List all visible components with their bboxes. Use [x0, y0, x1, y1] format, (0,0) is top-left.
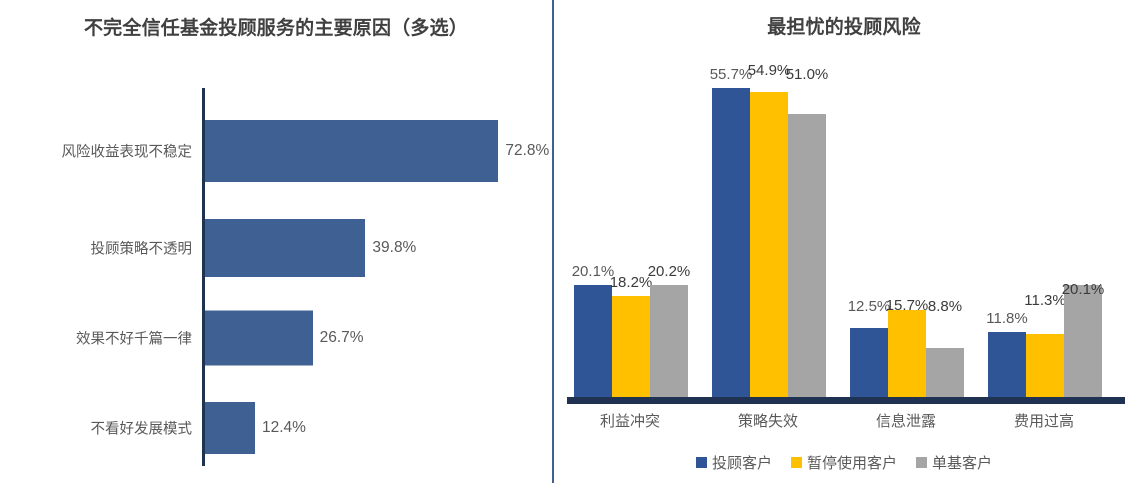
- column-bar: [888, 309, 926, 397]
- column-value-label: 20.2%: [647, 262, 691, 280]
- column-bar: [988, 331, 1026, 397]
- column-group: 12.5% 15.7% 8.8%: [848, 0, 964, 483]
- legend-label: 投顾客户: [711, 455, 772, 472]
- bar-category-label: 投顾策略不透明: [90, 241, 193, 258]
- horizontal-bar: [205, 120, 499, 182]
- column-category-label: 利益冲突: [599, 413, 660, 430]
- chart-legend: 投顾客户 暂停使用客户 单基客户: [554, 452, 1134, 473]
- legend-item[interactable]: 单基客户: [916, 452, 992, 473]
- bar-value-label: 72.8%: [505, 142, 550, 159]
- bar-category-label: 效果不好千篇一律: [76, 331, 192, 348]
- column-value-label: 15.7%: [885, 296, 929, 314]
- column-category-label: 策略失效: [737, 413, 798, 430]
- legend-label: 暂停使用客户: [806, 455, 897, 472]
- column-value-label: 51.0%: [785, 65, 829, 83]
- column-value-label: 11.8%: [986, 309, 1028, 327]
- column-bar: [712, 87, 750, 397]
- left-chart-title: 不完全信任基金投顾服务的主要原因（多选）: [83, 18, 468, 39]
- bar-value-label: 12.4%: [261, 419, 306, 436]
- right-chart-panel: 最担忧的投顾风险 20.1% 18.2% 20.2% 利益冲突 55.7% 54.9% 51…: [554, 0, 1134, 483]
- column-group: 20.1% 18.2% 20.2%: [572, 0, 690, 483]
- column-value-label: 54.9%: [747, 62, 791, 80]
- right-chart-title: 最担忧的投顾风险: [767, 17, 921, 38]
- legend-item[interactable]: 暂停使用客户: [790, 452, 897, 473]
- legend-swatch-icon: [695, 457, 707, 468]
- column-bar: [612, 296, 650, 397]
- horizontal-bar-plot: 风险收益表现不稳定 72.8% 投顾策略不透明 39.8% 效果不好千篇一律 26.7% 不…: [0, 0, 552, 483]
- column-value-label: 20.1%: [571, 263, 615, 281]
- horizontal-bar: [205, 402, 255, 454]
- column-value-label: 12.5%: [847, 297, 891, 315]
- category-axis-line: [567, 397, 1125, 404]
- panel-divider: [552, 0, 554, 483]
- value-axis-line: [202, 88, 205, 466]
- column-bar: [750, 92, 788, 397]
- left-chart-panel: 不完全信任基金投顾服务的主要原因（多选） 风险收益表现不稳定 72.8% 投顾策略不…: [0, 0, 552, 483]
- bar-category-label: 不看好发展模式: [90, 421, 193, 438]
- column-value-label: 20.1%: [1061, 281, 1105, 299]
- horizontal-bar: [205, 219, 366, 277]
- legend-swatch-icon: [790, 457, 802, 468]
- horizontal-bar: [205, 310, 313, 366]
- column-bar: [574, 285, 612, 397]
- column-bar: [788, 113, 826, 397]
- column-category-label: 信息泄露: [875, 413, 936, 430]
- legend-swatch-icon: [916, 457, 927, 468]
- column-group: 11.8% 11.3% 20.1%: [986, 0, 1104, 483]
- column-group: 55.7% 54.9% 51.0%: [710, 0, 828, 483]
- column-category-label: 费用过高: [1013, 413, 1074, 430]
- column-value-label: 55.7%: [709, 65, 753, 83]
- bar-value-label: 39.8%: [372, 239, 417, 256]
- column-bar: [926, 348, 964, 397]
- column-bar: [850, 327, 888, 397]
- bar-value-label: 26.7%: [319, 329, 364, 346]
- bar-category-label: 风险收益表现不稳定: [61, 144, 193, 161]
- grouped-column-plot: 20.1% 18.2% 20.2% 利益冲突 55.7% 54.9% 51.0% 策略失效 12…: [554, 0, 1134, 483]
- column-value-label: 11.3%: [1024, 292, 1066, 310]
- column-bar: [1064, 285, 1102, 397]
- legend-item[interactable]: 投顾客户: [695, 452, 772, 473]
- legend-label: 单基客户: [932, 455, 993, 472]
- column-value-label: 18.2%: [609, 273, 653, 291]
- column-bar: [1026, 334, 1064, 397]
- column-value-label: 8.8%: [927, 298, 963, 316]
- column-bar: [650, 284, 688, 397]
